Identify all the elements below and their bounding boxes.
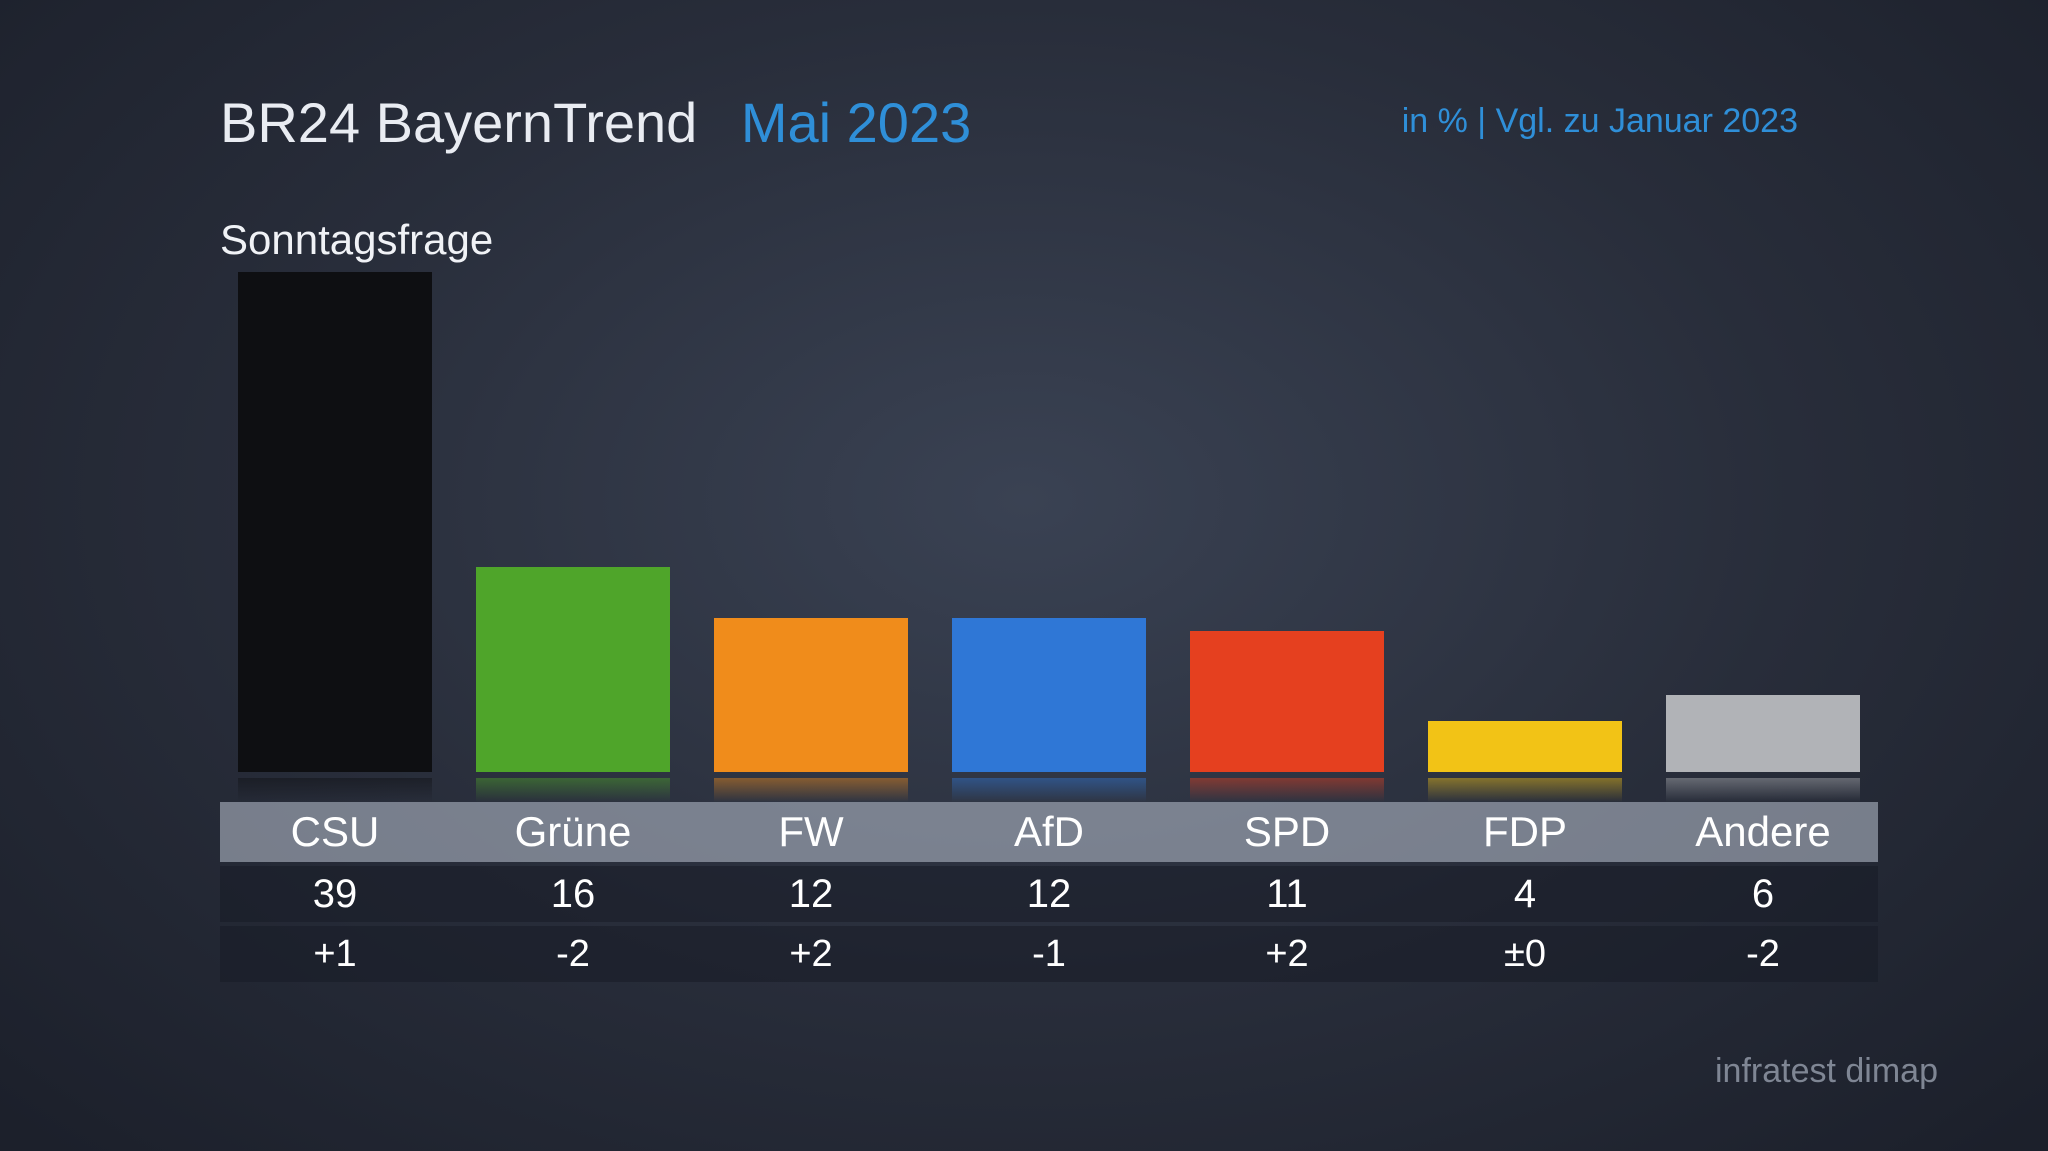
chart-area: CSU Grüne FW AfD SPD FDP Andere 39 16 12 12 11 46 +… [220, 278, 1878, 982]
party-delta: +2 [714, 933, 908, 976]
bar-slot [1666, 695, 1860, 772]
party-value: 4 [1428, 872, 1622, 917]
chart-subtitle: Sonntagsfrage [220, 216, 493, 264]
party-label: SPD [1190, 808, 1384, 856]
party-value: 12 [714, 872, 908, 917]
party-delta: -2 [476, 933, 670, 976]
bar-reflection [1428, 778, 1622, 802]
bar-reflection [476, 778, 670, 802]
chart-title: BR24 BayernTrend Mai 2023 [220, 90, 971, 155]
party-label-row: CSU Grüne FW AfD SPD FDP Andere [220, 802, 1878, 862]
poll-chart-canvas: BR24 BayernTrend Mai 2023 in % | Vgl. zu… [0, 0, 2048, 1151]
bar [476, 567, 670, 772]
bar [952, 618, 1146, 772]
party-delta: ±0 [1428, 933, 1622, 976]
party-label: Andere [1666, 808, 1860, 856]
party-value: 12 [952, 872, 1146, 917]
title-main: BR24 BayernTrend [220, 91, 697, 154]
bar-reflection [714, 778, 908, 802]
bar-slot [476, 567, 670, 772]
source-credit: infratest dimap [1715, 1052, 1938, 1091]
party-label: CSU [238, 808, 432, 856]
value-row: 39 16 12 12 11 46 [220, 866, 1878, 922]
party-label: FDP [1428, 808, 1622, 856]
bar-slot [952, 618, 1146, 772]
reflection-strip [220, 778, 1878, 802]
bar-reflection [238, 778, 432, 802]
bar-slot [238, 272, 432, 772]
bar [1428, 721, 1622, 772]
party-delta: -2 [1666, 933, 1860, 976]
party-delta: +2 [1190, 933, 1384, 976]
legend-note: in % | Vgl. zu Januar 2023 [1402, 102, 1798, 141]
delta-row: +1 -2 +2 -1 +2 ±0 -2 [220, 926, 1878, 982]
bar [238, 272, 432, 772]
bar-slot [1428, 721, 1622, 772]
party-delta: -1 [952, 933, 1146, 976]
party-label: FW [714, 808, 908, 856]
party-label: AfD [952, 808, 1146, 856]
bar [1190, 631, 1384, 772]
bars-area [220, 278, 1878, 778]
bar [714, 618, 908, 772]
bar-slot [1190, 631, 1384, 772]
bar [1666, 695, 1860, 772]
bar-slot [714, 618, 908, 772]
bar-reflection [952, 778, 1146, 802]
party-delta: +1 [238, 933, 432, 976]
party-value: 16 [476, 872, 670, 917]
party-value: 6 [1666, 872, 1860, 917]
bar-reflection [1190, 778, 1384, 802]
party-value: 39 [238, 872, 432, 917]
party-value: 11 [1190, 872, 1384, 917]
title-date: Mai 2023 [741, 91, 971, 154]
bar-reflection [1666, 778, 1860, 802]
party-label: Grüne [476, 808, 670, 856]
